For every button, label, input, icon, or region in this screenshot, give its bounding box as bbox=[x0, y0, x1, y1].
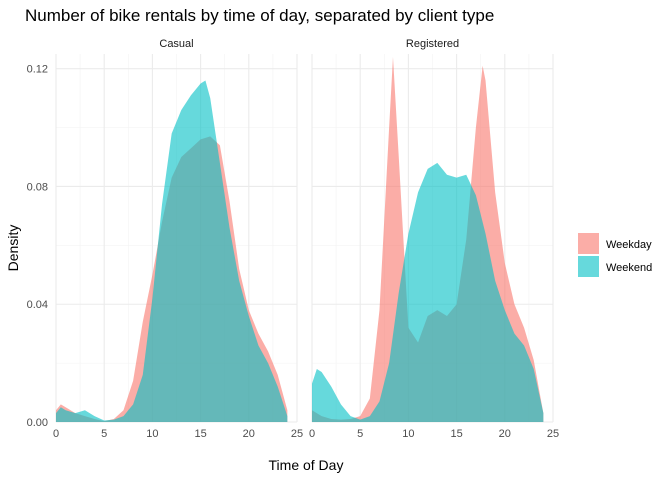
facet-panel-casual: Casual 0 5 10 15 20 25 0.00 0.04 0.08 0.12 bbox=[27, 38, 304, 440]
facet-label-casual: Casual bbox=[159, 38, 193, 50]
x-tick-label: 5 bbox=[101, 428, 107, 440]
x-tick-label: 25 bbox=[291, 428, 303, 440]
x-axis-title: Time of Day bbox=[269, 457, 344, 473]
y-tick-label: 0.00 bbox=[27, 417, 48, 429]
legend-swatch-weekday bbox=[578, 233, 599, 254]
x-tick-label: 20 bbox=[499, 428, 511, 440]
x-tick-label: 10 bbox=[402, 428, 414, 440]
legend-swatch-weekend bbox=[578, 256, 599, 277]
facet-panel-registered: Registered 0 5 10 15 20 25 bbox=[309, 38, 559, 440]
density-area-registered-weekend bbox=[312, 162, 544, 422]
x-tick-label: 10 bbox=[146, 428, 158, 440]
x-tick-label: 25 bbox=[547, 428, 559, 440]
x-tick-label: 15 bbox=[450, 428, 462, 440]
x-tick-label: 5 bbox=[357, 428, 363, 440]
y-tick-label: 0.04 bbox=[27, 299, 48, 311]
facet-panels: Casual 0 5 10 15 20 25 0.00 0.04 0.08 0.12 Register… bbox=[27, 38, 560, 440]
legend-label-weekday: Weekday bbox=[606, 239, 652, 251]
x-tick-label: 0 bbox=[53, 428, 59, 440]
x-tick-label: 0 bbox=[309, 428, 315, 440]
y-tick-label: 0.12 bbox=[27, 64, 48, 76]
density-area-casual-weekend bbox=[56, 80, 288, 422]
legend: Weekday Weekend bbox=[578, 233, 652, 277]
legend-label-weekend: Weekend bbox=[606, 262, 652, 274]
chart-title: Number of bike rentals by time of day, s… bbox=[25, 6, 494, 25]
y-tick-label: 0.08 bbox=[27, 181, 48, 193]
x-tick-label: 15 bbox=[194, 428, 206, 440]
y-axis-title: Density bbox=[5, 225, 21, 272]
x-tick-label: 20 bbox=[243, 428, 255, 440]
facet-label-registered: Registered bbox=[406, 38, 459, 50]
